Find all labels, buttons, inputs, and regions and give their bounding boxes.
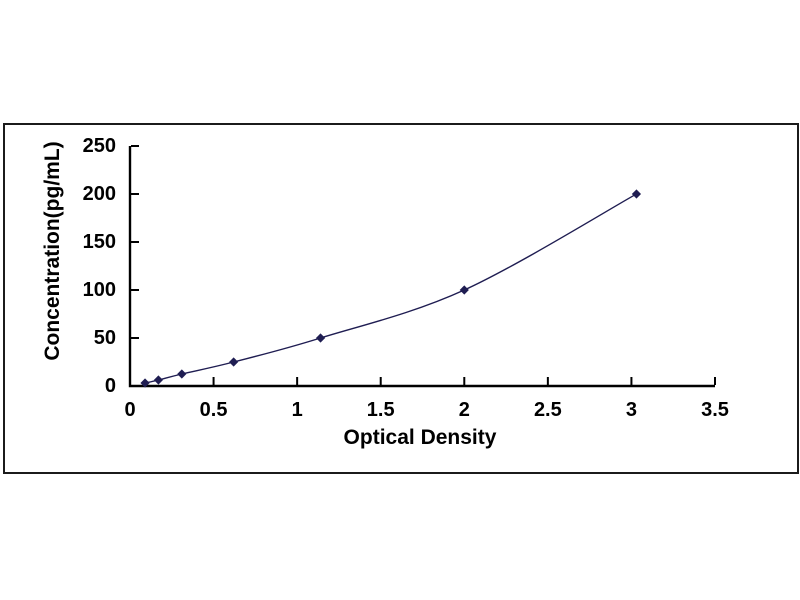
data-point-marker <box>177 369 187 379</box>
chart-frame <box>3 123 799 474</box>
data-point-marker <box>315 333 326 343</box>
data-point-marker <box>229 357 239 367</box>
data-point-marker <box>631 189 642 199</box>
data-point-marker <box>459 285 469 295</box>
data-point-marker <box>140 378 150 388</box>
curve-line <box>144 193 637 384</box>
axes-lines <box>128 146 715 388</box>
data-point-marker <box>153 375 164 385</box>
